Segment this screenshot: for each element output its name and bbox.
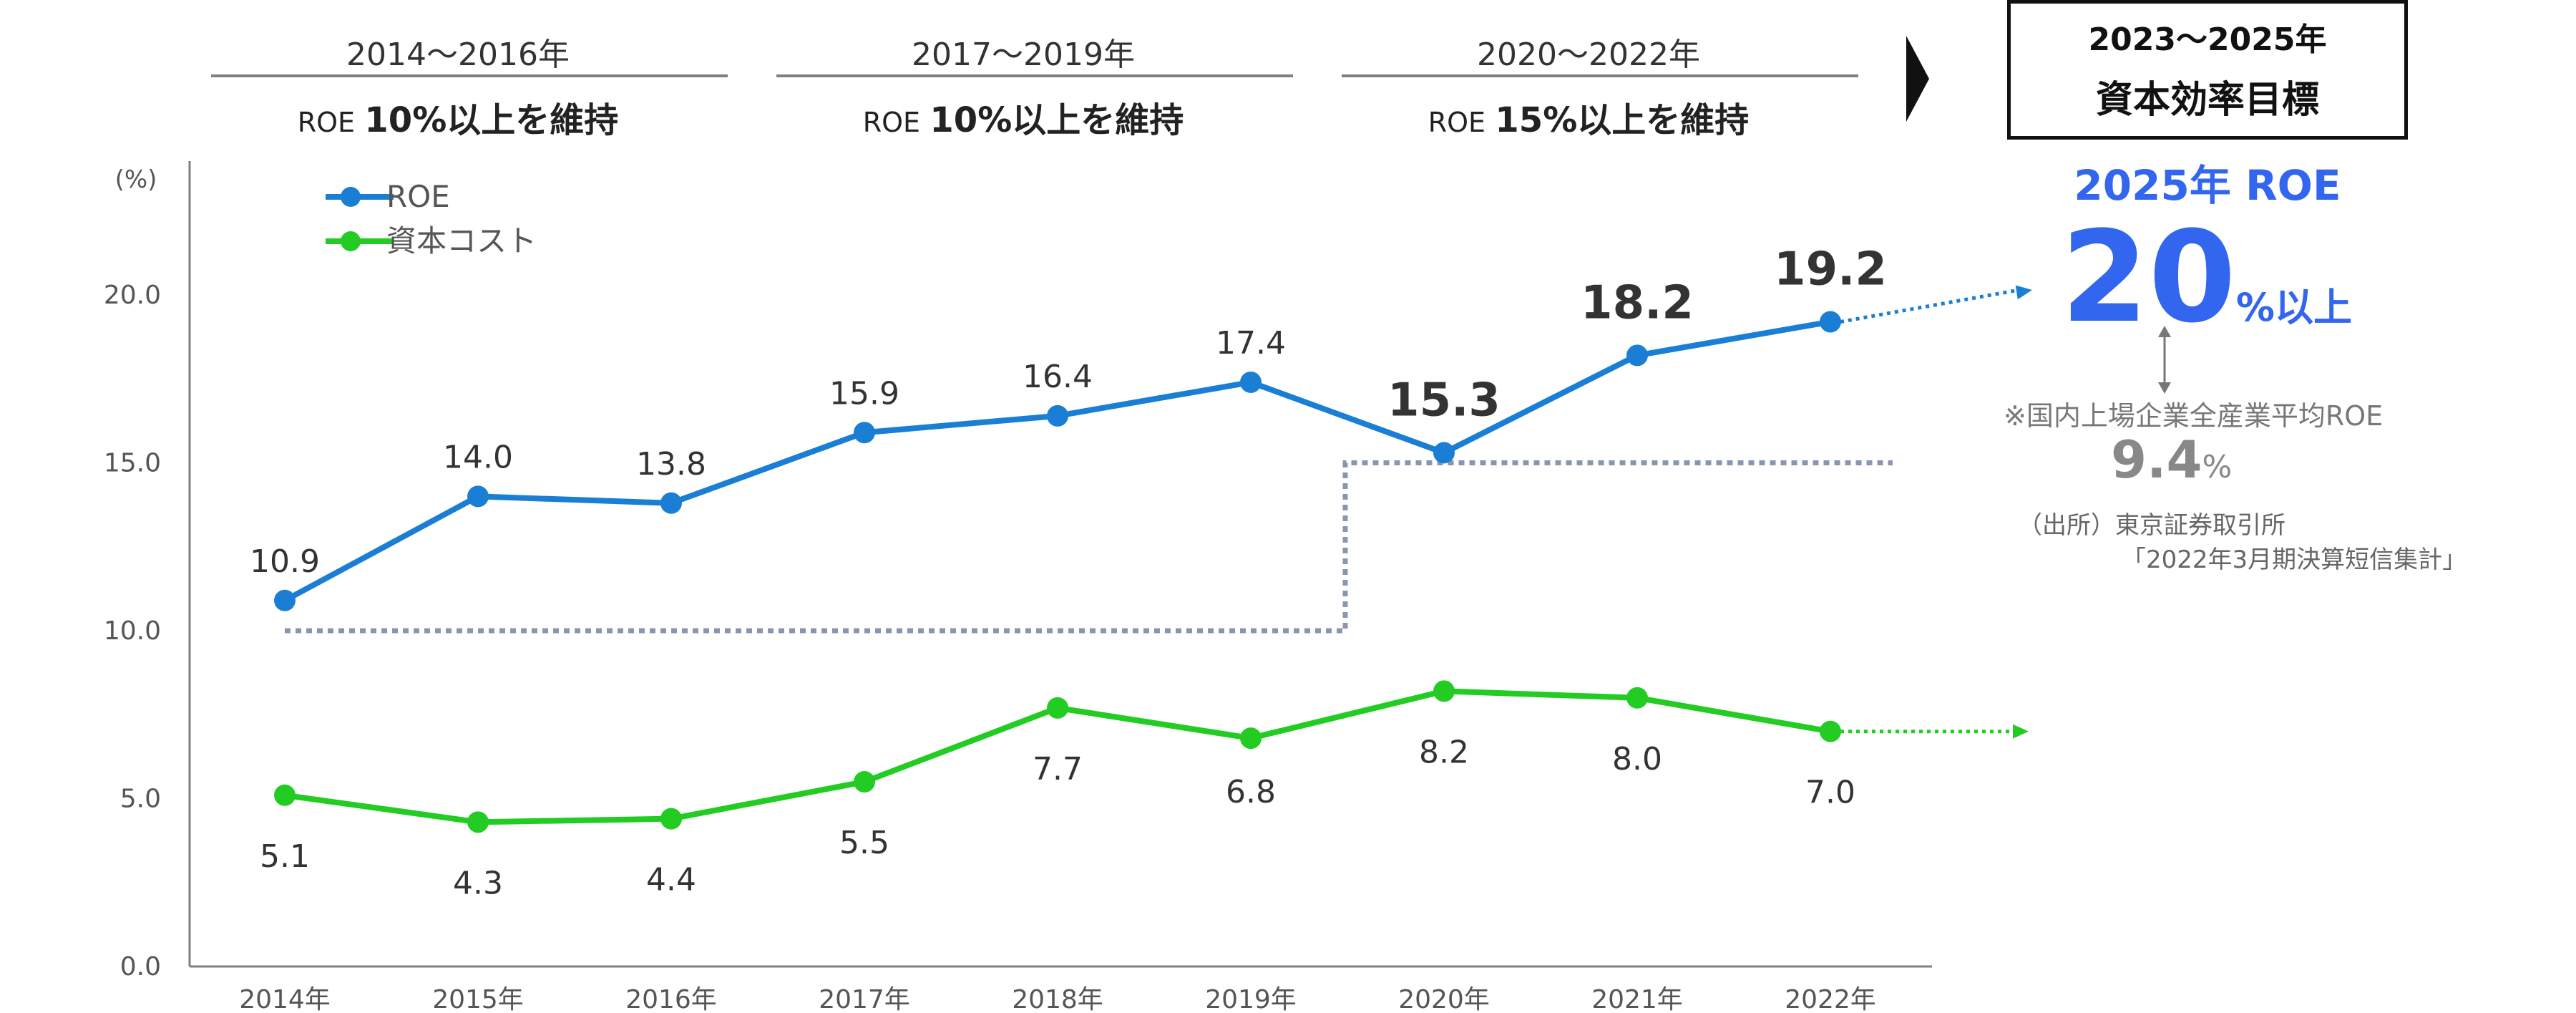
data-label: 16.4 bbox=[1023, 359, 1093, 395]
period-2-divider bbox=[776, 74, 1293, 77]
period-1-target-text: 10%以上を維持 bbox=[364, 100, 619, 140]
y-tick-label: 15.0 bbox=[104, 449, 161, 478]
data-label: 17.4 bbox=[1216, 325, 1286, 362]
data-point bbox=[274, 784, 296, 806]
legend-entry-label: ROE bbox=[386, 179, 450, 214]
data-label: 18.2 bbox=[1581, 276, 1694, 329]
x-tick-label: 2016年 bbox=[625, 985, 717, 1013]
chart-series: 10.9 14.0 13.8 15.9 16.4 17.4 15.3 18.2 19.2 5.1 4… bbox=[250, 243, 2032, 901]
data-point bbox=[274, 589, 296, 611]
legend-swatch-marker bbox=[341, 187, 361, 207]
data-point bbox=[1433, 442, 1455, 464]
x-tick-label: 2022年 bbox=[1785, 985, 1876, 1013]
x-tick-label: 2017年 bbox=[819, 985, 910, 1013]
target-box: 2023～2025年 資本効率目標 bbox=[2007, 0, 2408, 140]
data-label: 4.4 bbox=[646, 862, 696, 898]
threshold-lines bbox=[285, 460, 1893, 634]
period-1-years: 2014～2016年 bbox=[346, 37, 570, 73]
data-label: 5.5 bbox=[839, 825, 889, 861]
average-note: ※国内上場企業全産業平均ROE bbox=[2004, 400, 2384, 432]
period-3-years: 2020～2022年 bbox=[1477, 37, 1700, 73]
data-point bbox=[1047, 697, 1068, 719]
data-point bbox=[1240, 371, 1262, 393]
data-label: 14.0 bbox=[443, 439, 513, 475]
period-3-target-text: 15%以上を維持 bbox=[1495, 100, 1750, 140]
x-tick-label: 2014年 bbox=[239, 985, 331, 1013]
average-block: 9.4% bbox=[2111, 430, 2232, 490]
period-3-target: ROE 15%以上を維持 bbox=[1317, 92, 1860, 142]
goal-block: 20%以上 bbox=[2061, 215, 2352, 341]
y-tick-label: 20.0 bbox=[104, 281, 161, 310]
data-point bbox=[467, 811, 489, 833]
data-point bbox=[660, 492, 682, 514]
data-label: 13.8 bbox=[636, 446, 706, 483]
data-point bbox=[1047, 404, 1068, 427]
period-1-target: ROE 10%以上を維持 bbox=[186, 92, 730, 142]
data-label: 8.2 bbox=[1419, 734, 1469, 770]
data-point bbox=[1626, 344, 1648, 367]
chevron-right-icon bbox=[1906, 36, 1929, 122]
y-tick-label: 0.0 bbox=[120, 952, 161, 982]
period-2-years: 2017～2019年 bbox=[912, 37, 1135, 73]
y-unit-label: (%) bbox=[115, 165, 157, 194]
arrow-head-icon bbox=[2015, 285, 2032, 300]
x-tick-label: 2021年 bbox=[1591, 985, 1683, 1013]
data-label: 7.7 bbox=[1033, 751, 1083, 787]
data-label: 15.9 bbox=[829, 375, 899, 412]
data-point bbox=[1433, 680, 1455, 702]
average-value: 9.4 bbox=[2111, 430, 2202, 490]
arrow-head-icon bbox=[2013, 724, 2029, 739]
data-point bbox=[1820, 720, 1841, 742]
data-point bbox=[467, 485, 489, 508]
data-point bbox=[660, 808, 682, 830]
data-label: 15.3 bbox=[1387, 374, 1501, 427]
data-label: 7.0 bbox=[1805, 775, 1855, 811]
data-point bbox=[1240, 727, 1262, 750]
source-line-1: （出所）東京証券取引所 bbox=[2018, 511, 2285, 540]
legend-swatch-marker bbox=[341, 231, 361, 251]
data-point bbox=[854, 771, 875, 793]
data-point bbox=[1626, 687, 1648, 709]
target-box-years: 2023～2025年 bbox=[2088, 21, 2327, 58]
period-2-prefix: ROE bbox=[862, 107, 921, 138]
period-2-target-text: 10%以上を維持 bbox=[930, 100, 1184, 140]
goal-suffix: %以上 bbox=[2235, 285, 2353, 330]
source-line-2: 「2022年3月期決算短信集計」 bbox=[2122, 546, 2467, 574]
data-label: 8.0 bbox=[1612, 741, 1662, 777]
x-tick-label: 2019年 bbox=[1205, 985, 1297, 1013]
data-point bbox=[854, 422, 875, 444]
average-unit: % bbox=[2202, 449, 2233, 485]
goal-value: 20 bbox=[2061, 204, 2236, 351]
goal-label: 2025年 ROE bbox=[2074, 161, 2341, 210]
chart-axes: 0.0 5.0 10.0 15.0 20.0 2014年 2015年 2016年 2017年 20… bbox=[104, 161, 1932, 1013]
data-label: 5.1 bbox=[260, 838, 310, 875]
chart-legend: ROE 資本コスト bbox=[326, 179, 537, 258]
y-tick-label: 10.0 bbox=[104, 616, 161, 646]
data-label: 4.3 bbox=[453, 865, 503, 901]
target-box-title: 資本効率目標 bbox=[2095, 79, 2319, 122]
double-arrow-icon bbox=[2158, 326, 2171, 394]
data-label: 6.8 bbox=[1226, 774, 1276, 810]
threshold-step-line bbox=[285, 460, 1893, 634]
x-tick-label: 2018年 bbox=[1012, 985, 1103, 1013]
y-tick-label: 5.0 bbox=[120, 785, 161, 814]
period-1-divider bbox=[211, 74, 728, 77]
period-1-prefix: ROE bbox=[297, 107, 356, 138]
period-2-target: ROE 10%以上を維持 bbox=[751, 92, 1295, 142]
forecast-extension-line bbox=[1840, 288, 2020, 324]
data-point bbox=[1820, 311, 1841, 333]
legend-entry-label: 資本コスト bbox=[386, 223, 537, 258]
x-tick-label: 2015年 bbox=[432, 985, 524, 1013]
period-3-prefix: ROE bbox=[1428, 107, 1486, 138]
data-label: 19.2 bbox=[1774, 243, 1887, 296]
x-tick-label: 2020年 bbox=[1398, 985, 1490, 1013]
period-3-divider bbox=[1342, 74, 1858, 77]
data-label: 10.9 bbox=[250, 543, 320, 580]
